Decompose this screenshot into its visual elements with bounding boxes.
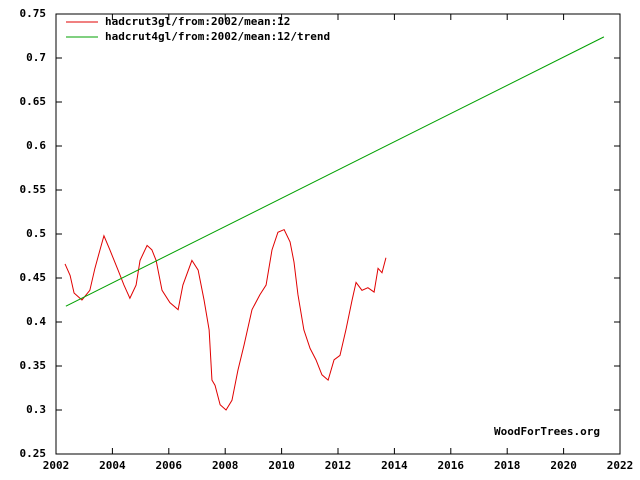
y-tick-label: 0.65	[20, 95, 47, 108]
plot-frame	[55, 13, 621, 455]
x-tick-label: 2014	[381, 459, 408, 472]
annotation: WoodForTrees.org	[494, 425, 600, 438]
x-tick-label: 2006	[156, 459, 183, 472]
y-tick-label: 0.3	[26, 403, 46, 416]
legend-label: hadcrut3gl/from:2002/mean:12	[105, 15, 290, 28]
y-tick-label: 0.45	[20, 271, 47, 284]
y-tick-label: 0.4	[26, 315, 46, 328]
x-tick-label: 2010	[268, 459, 295, 472]
x-tick-label: 2018	[494, 459, 521, 472]
y-tick-label: 0.75	[20, 7, 47, 20]
y-tick-label: 0.55	[20, 183, 47, 196]
y-tick-label: 0.5	[26, 227, 46, 240]
x-tick-label: 2022	[607, 459, 634, 472]
x-tick-label: 2016	[438, 459, 465, 472]
x-tick-label: 2002	[43, 459, 70, 472]
y-tick-label: 0.35	[20, 359, 47, 372]
x-tick-label: 2008	[212, 459, 239, 472]
y-tick-label: 0.7	[26, 51, 46, 64]
x-tick-label: 2012	[325, 459, 352, 472]
x-tick-label: 2020	[550, 459, 577, 472]
y-tick-label: 0.6	[26, 139, 46, 152]
series-line	[65, 36, 605, 307]
legend-label: hadcrut4gl/from:2002/mean:12/trend	[105, 30, 330, 43]
x-tick-label: 2004	[99, 459, 126, 472]
y-tick-label: 0.25	[20, 447, 47, 460]
series-line	[64, 228, 387, 411]
